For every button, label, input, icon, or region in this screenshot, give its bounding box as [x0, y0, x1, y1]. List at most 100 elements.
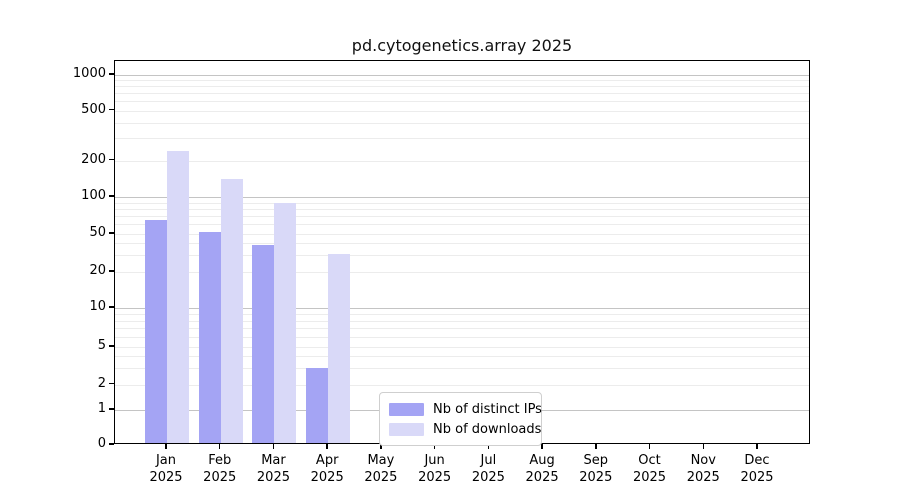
minor-gridline [115, 313, 809, 315]
month-label: Jan [155, 453, 177, 468]
y-axis-tick [109, 195, 114, 197]
month-label: Oct [638, 453, 661, 468]
legend: Nb of distinct IPs Nb of downloads [379, 392, 542, 446]
x-tick-label-nov: Nov 2025 [675, 452, 731, 486]
y-axis-tick [109, 108, 114, 111]
x-tick-label-may: May 2025 [353, 452, 409, 486]
y-tick-label: 20 [89, 263, 106, 278]
legend-label: Nb of downloads [433, 421, 542, 437]
x-axis-tick [595, 444, 597, 449]
x-tick-label-oct: Oct 2025 [622, 452, 678, 486]
y-axis-tick [109, 232, 114, 234]
year-label: 2025 [364, 470, 398, 485]
minor-gridline [115, 336, 809, 338]
y-axis-tick [109, 158, 114, 161]
x-axis-tick [165, 444, 167, 449]
minor-gridline [115, 216, 809, 218]
year-label: 2025 [525, 470, 559, 485]
chart-title: pd.cytogenetics.array 2025 [351, 36, 573, 55]
month-label: Apr [315, 453, 339, 468]
y-tick-label: 100 [81, 188, 106, 203]
bar-nb-of-distinct-ips-jan [145, 219, 167, 443]
x-tick-label-sep: Sep 2025 [568, 452, 624, 486]
major-gridline [115, 308, 809, 309]
legend-label: Nb of distinct IPs [433, 401, 542, 417]
y-axis-tick [109, 382, 114, 385]
year-label: 2025 [632, 470, 667, 485]
major-gridline [115, 75, 809, 76]
year-label: 2025 [686, 470, 720, 485]
minor-gridline [115, 138, 809, 140]
bar-nb-of-downloads-apr [328, 253, 351, 443]
x-axis-tick [272, 444, 275, 449]
x-axis-tick [756, 444, 758, 449]
y-tick-label: 10 [89, 299, 106, 314]
y-tick-label: 1000 [72, 66, 106, 81]
minor-gridline [115, 243, 809, 245]
x-tick-label-jan: Jan 2025 [138, 452, 194, 486]
minor-gridline [115, 80, 809, 82]
x-axis-tick [648, 444, 651, 449]
y-axis-tick [109, 345, 114, 347]
minor-gridline [115, 234, 809, 235]
y-axis-tick [109, 306, 114, 308]
year-label: 2025 [149, 470, 183, 485]
legend-item: Nb of distinct IPs [389, 399, 542, 419]
x-axis-tick [541, 444, 543, 449]
plot-area: Nb of distinct IPs Nb of downloads [114, 60, 810, 446]
legend-swatch-icon [389, 402, 424, 416]
bar-nb-of-downloads-jan [167, 150, 189, 443]
minor-gridline [115, 86, 809, 88]
major-gridline [115, 197, 809, 198]
minor-gridline [115, 384, 809, 386]
legend-swatch-icon [389, 422, 424, 436]
minor-gridline [115, 93, 809, 95]
x-axis-tick [433, 444, 436, 449]
minor-gridline [115, 328, 809, 330]
year-label: 2025 [203, 470, 237, 485]
x-axis-tick [702, 444, 705, 449]
x-tick-label-dec: Dec 2025 [729, 452, 785, 486]
month-label: Jun [424, 453, 445, 468]
minor-gridline [115, 320, 809, 322]
minor-gridline [115, 356, 809, 358]
y-axis-tick [109, 73, 114, 75]
minor-gridline [115, 202, 809, 204]
year-label: 2025 [471, 470, 505, 485]
x-axis-tick [487, 444, 490, 449]
year-label: 2025 [310, 470, 344, 485]
x-tick-label-jul: Jul 2025 [460, 452, 516, 486]
month-label: Jul [480, 453, 497, 468]
bar-nb-of-downloads-mar [274, 202, 297, 443]
month-label: Mar [261, 453, 286, 468]
month-label: Feb [208, 453, 232, 468]
minor-gridline [115, 110, 809, 112]
year-label: 2025 [579, 470, 613, 485]
month-label: Sep [583, 453, 609, 468]
y-axis-tick [109, 270, 114, 272]
y-tick-label: 200 [81, 151, 106, 167]
bar-nb-of-downloads-feb [220, 179, 243, 443]
x-tick-label-mar: Mar 2025 [245, 452, 301, 486]
minor-gridline [115, 272, 809, 273]
year-label: 2025 [418, 470, 452, 485]
minor-gridline [115, 208, 809, 210]
minor-gridline [115, 255, 809, 257]
minor-gridline [115, 224, 809, 226]
y-tick-label: 500 [81, 101, 106, 117]
minor-gridline [115, 347, 809, 348]
year-label: 2025 [740, 470, 774, 485]
x-axis-tick [380, 444, 382, 449]
minor-gridline [115, 122, 809, 124]
year-label: 2025 [256, 470, 290, 485]
y-tick-label: 0 [97, 436, 106, 451]
y-tick-label: 5 [97, 338, 106, 353]
y-axis-tick [109, 443, 114, 445]
y-tick-label: 1 [97, 401, 106, 416]
month-label: Dec [744, 453, 770, 468]
x-axis-tick [326, 444, 328, 449]
x-tick-label-jun: Jun 2025 [407, 452, 463, 486]
legend-item: Nb of downloads [389, 419, 541, 439]
x-axis-tick [218, 444, 221, 449]
